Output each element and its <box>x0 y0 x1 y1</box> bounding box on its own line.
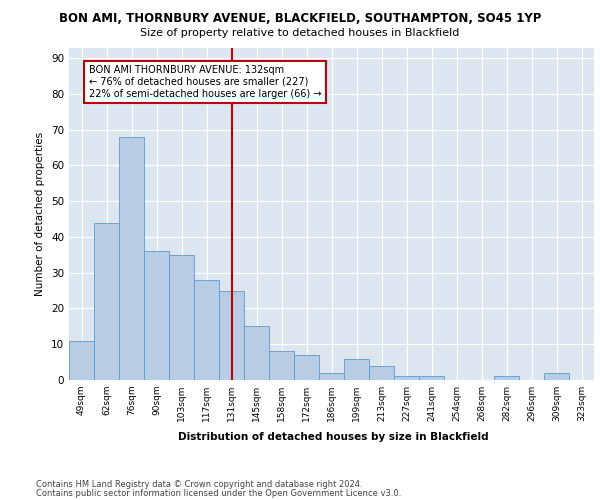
Bar <box>169 255 194 380</box>
Bar <box>419 376 444 380</box>
Text: Size of property relative to detached houses in Blackfield: Size of property relative to detached ho… <box>140 28 460 38</box>
Bar <box>69 340 94 380</box>
Bar <box>144 252 169 380</box>
Bar <box>344 358 369 380</box>
Bar <box>319 373 344 380</box>
Bar <box>194 280 219 380</box>
Bar <box>494 376 519 380</box>
Bar <box>369 366 394 380</box>
Text: Contains HM Land Registry data © Crown copyright and database right 2024.: Contains HM Land Registry data © Crown c… <box>36 480 362 489</box>
Bar <box>94 222 119 380</box>
Text: Contains public sector information licensed under the Open Government Licence v3: Contains public sector information licen… <box>36 489 401 498</box>
Text: BON AMI THORNBURY AVENUE: 132sqm
← 76% of detached houses are smaller (227)
22% : BON AMI THORNBURY AVENUE: 132sqm ← 76% o… <box>89 66 322 98</box>
Text: Distribution of detached houses by size in Blackfield: Distribution of detached houses by size … <box>178 432 488 442</box>
Y-axis label: Number of detached properties: Number of detached properties <box>35 132 46 296</box>
Bar <box>244 326 269 380</box>
Bar <box>269 352 294 380</box>
Bar <box>544 373 569 380</box>
Bar <box>119 137 144 380</box>
Bar <box>394 376 419 380</box>
Bar <box>294 355 319 380</box>
Text: BON AMI, THORNBURY AVENUE, BLACKFIELD, SOUTHAMPTON, SO45 1YP: BON AMI, THORNBURY AVENUE, BLACKFIELD, S… <box>59 12 541 26</box>
Bar <box>219 290 244 380</box>
